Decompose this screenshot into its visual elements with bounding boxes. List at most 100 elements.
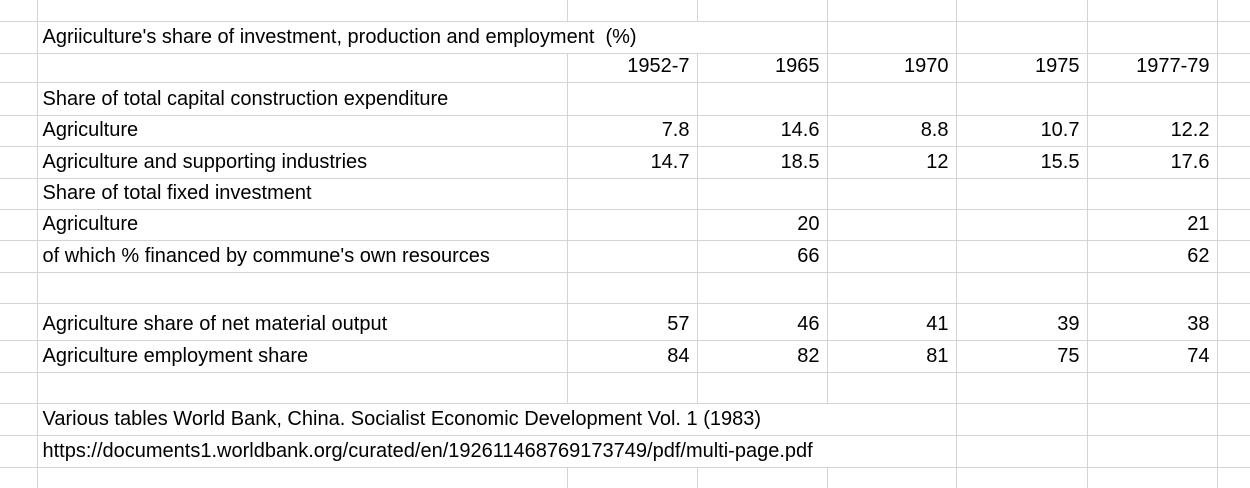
cell[interactable] <box>1217 0 1250 22</box>
cell[interactable] <box>1217 403 1250 436</box>
row-label-cell[interactable]: Agriculture <box>37 209 568 241</box>
cell[interactable] <box>827 21 957 54</box>
cell[interactable] <box>1217 303 1250 341</box>
value-cell[interactable]: 8.8 <box>827 115 957 147</box>
cell[interactable] <box>827 240 957 273</box>
cell[interactable] <box>37 53 568 83</box>
cell-row-margin[interactable] <box>0 209 38 241</box>
row-label-cell[interactable]: Agriculture and supporting industries <box>37 146 568 179</box>
row-label-cell[interactable]: of which % financed by commune's own res… <box>37 240 568 273</box>
row-label-cell[interactable]: Agriculture employment share <box>37 340 568 373</box>
cell[interactable] <box>567 178 698 210</box>
value-cell[interactable]: 38 <box>1087 303 1218 341</box>
value-cell[interactable]: 10.7 <box>956 115 1088 147</box>
cell[interactable] <box>1087 178 1218 210</box>
cell[interactable] <box>1087 272 1218 304</box>
cell-row-margin[interactable] <box>0 435 38 468</box>
cell-row-margin[interactable] <box>0 115 38 147</box>
cell[interactable] <box>1087 21 1218 54</box>
cell[interactable] <box>567 0 698 22</box>
cell[interactable] <box>567 372 698 404</box>
cell[interactable] <box>827 209 957 241</box>
cell[interactable] <box>567 467 698 488</box>
value-cell[interactable]: 14.7 <box>567 146 698 179</box>
sheet-title-cell[interactable]: Agriiculture's share of investment, prod… <box>37 21 828 54</box>
cell[interactable] <box>827 272 957 304</box>
value-cell[interactable]: 20 <box>697 209 828 241</box>
cell[interactable] <box>567 240 698 273</box>
cell[interactable] <box>697 82 828 116</box>
value-cell[interactable]: 74 <box>1087 340 1218 373</box>
cell[interactable] <box>1217 435 1250 468</box>
cell-row-margin[interactable] <box>0 82 38 116</box>
row-label-cell[interactable]: Share of total capital construction expe… <box>37 82 568 116</box>
value-cell[interactable]: 57 <box>567 303 698 341</box>
row-label-cell[interactable]: Share of total fixed investment <box>37 178 568 210</box>
year-header-cell[interactable]: 1970 <box>827 53 957 83</box>
cell[interactable] <box>827 467 957 488</box>
cell[interactable] <box>1217 82 1250 116</box>
cell-row-margin[interactable] <box>0 272 38 304</box>
value-cell[interactable]: 62 <box>1087 240 1218 273</box>
source-note-cell[interactable]: https://documents1.worldbank.org/curated… <box>37 435 957 468</box>
value-cell[interactable]: 14.6 <box>697 115 828 147</box>
row-label-cell[interactable]: Agriculture share of net material output <box>37 303 568 341</box>
cell[interactable] <box>956 0 1088 22</box>
cell[interactable] <box>1217 53 1250 83</box>
cell[interactable] <box>1217 272 1250 304</box>
cell[interactable] <box>1217 178 1250 210</box>
cell-row-margin[interactable] <box>0 0 38 22</box>
cell[interactable] <box>956 178 1088 210</box>
value-cell[interactable]: 41 <box>827 303 957 341</box>
cell-row-margin[interactable] <box>0 303 38 341</box>
value-cell[interactable]: 17.6 <box>1087 146 1218 179</box>
value-cell[interactable]: 46 <box>697 303 828 341</box>
value-cell[interactable]: 66 <box>697 240 828 273</box>
cell[interactable] <box>827 0 957 22</box>
cell-row-margin[interactable] <box>0 403 38 436</box>
value-cell[interactable]: 75 <box>956 340 1088 373</box>
cell[interactable] <box>1217 209 1250 241</box>
year-header-cell[interactable]: 1965 <box>697 53 828 83</box>
value-cell[interactable]: 82 <box>697 340 828 373</box>
cell[interactable] <box>697 372 828 404</box>
cell[interactable] <box>956 240 1088 273</box>
cell[interactable] <box>1087 435 1218 468</box>
cell[interactable] <box>567 272 698 304</box>
cell[interactable] <box>956 372 1088 404</box>
cell-row-margin[interactable] <box>0 240 38 273</box>
value-cell[interactable]: 12.2 <box>1087 115 1218 147</box>
cell[interactable] <box>1087 372 1218 404</box>
cell[interactable] <box>1217 340 1250 373</box>
cell[interactable] <box>567 209 698 241</box>
cell[interactable] <box>956 403 1088 436</box>
cell[interactable] <box>1217 372 1250 404</box>
cell[interactable] <box>956 435 1088 468</box>
cell[interactable] <box>1217 467 1250 488</box>
cell[interactable] <box>827 372 957 404</box>
cell[interactable] <box>1217 240 1250 273</box>
cell-row-margin[interactable] <box>0 372 38 404</box>
cell[interactable] <box>956 82 1088 116</box>
cell[interactable] <box>827 82 957 116</box>
cell[interactable] <box>956 272 1088 304</box>
cell[interactable] <box>956 21 1088 54</box>
cell[interactable] <box>697 467 828 488</box>
cell[interactable] <box>1087 403 1218 436</box>
cell[interactable] <box>697 178 828 210</box>
cell-row-margin[interactable] <box>0 340 38 373</box>
cell[interactable] <box>1087 467 1218 488</box>
cell-row-margin[interactable] <box>0 53 38 83</box>
value-cell[interactable]: 15.5 <box>956 146 1088 179</box>
cell[interactable] <box>1087 0 1218 22</box>
value-cell[interactable]: 7.8 <box>567 115 698 147</box>
value-cell[interactable]: 39 <box>956 303 1088 341</box>
year-header-cell[interactable]: 1975 <box>956 53 1088 83</box>
cell[interactable] <box>37 372 568 404</box>
value-cell[interactable]: 12 <box>827 146 957 179</box>
cell-row-margin[interactable] <box>0 467 38 488</box>
cell[interactable] <box>1217 21 1250 54</box>
cell[interactable] <box>37 467 568 488</box>
value-cell[interactable]: 21 <box>1087 209 1218 241</box>
value-cell[interactable]: 84 <box>567 340 698 373</box>
